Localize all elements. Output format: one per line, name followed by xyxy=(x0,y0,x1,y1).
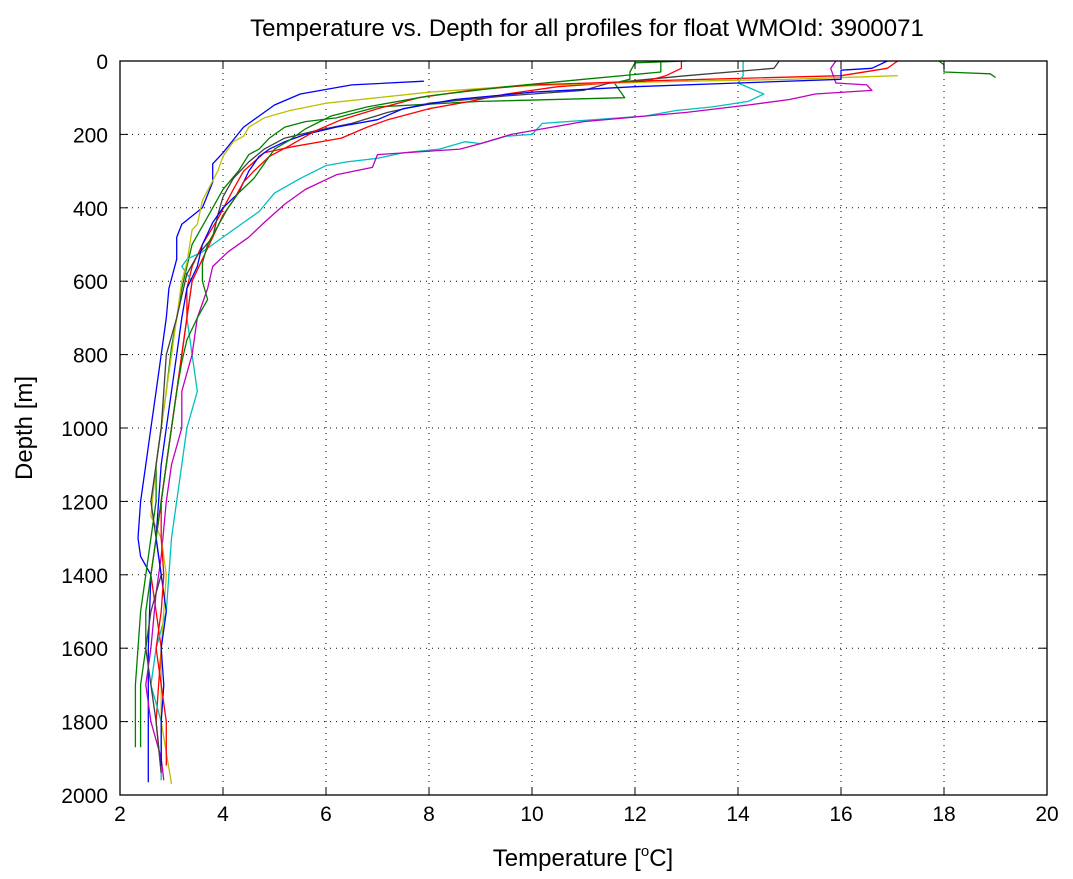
x-tick-label: 4 xyxy=(217,803,229,826)
y-tick-label: 1200 xyxy=(61,491,108,514)
x-axis-label-degree: o xyxy=(641,843,649,860)
y-tick-label: 400 xyxy=(73,198,108,221)
y-tick-label: 1000 xyxy=(61,418,108,441)
x-tick-label: 14 xyxy=(726,803,750,826)
y-tick-label: 200 xyxy=(73,124,108,147)
series-group xyxy=(134,60,996,785)
x-axis-label-main: Temperature [ xyxy=(493,845,641,872)
x-tick-label: 18 xyxy=(932,803,955,826)
x-tick-label: 12 xyxy=(623,803,646,826)
x-tick-label: 2 xyxy=(114,803,126,826)
y-tick-label: 1800 xyxy=(61,712,108,735)
x-tick-label: 20 xyxy=(1035,803,1058,826)
profile-line xyxy=(145,60,873,781)
x-tick-label: 16 xyxy=(829,803,852,826)
y-tick-label: 600 xyxy=(73,271,108,294)
profile-line xyxy=(150,61,765,781)
y-tick-label: 1600 xyxy=(61,638,108,661)
y-axis-label: Depth [m] xyxy=(11,376,38,480)
y-tick-label: 2000 xyxy=(61,785,108,808)
profile-line xyxy=(137,80,424,783)
x-tick-label: 6 xyxy=(320,803,332,826)
y-tick-label: 0 xyxy=(96,51,108,74)
x-tick-label: 10 xyxy=(520,803,543,826)
profile-line xyxy=(139,61,662,748)
profile-line xyxy=(155,60,888,766)
profile-line xyxy=(134,60,687,748)
profile-line xyxy=(150,75,898,785)
y-tick-label: 800 xyxy=(73,345,108,368)
profile-line xyxy=(938,60,996,79)
y-tick-labels: 0 200 400 600 800 1000 1200 1400 1600 1800 2000 xyxy=(61,51,108,808)
x-axis-label: Temperature [oC] xyxy=(493,843,673,872)
ticks xyxy=(119,60,1048,796)
x-tick-label: 8 xyxy=(423,803,435,826)
x-axis-label-unit: C] xyxy=(649,845,673,872)
x-tick-labels: 2 4 6 8 10 12 14 16 18 20 xyxy=(114,803,1059,826)
chart-title: Temperature vs. Depth for all profiles f… xyxy=(250,15,924,42)
y-tick-label: 1400 xyxy=(61,565,108,588)
grid xyxy=(120,61,1047,795)
